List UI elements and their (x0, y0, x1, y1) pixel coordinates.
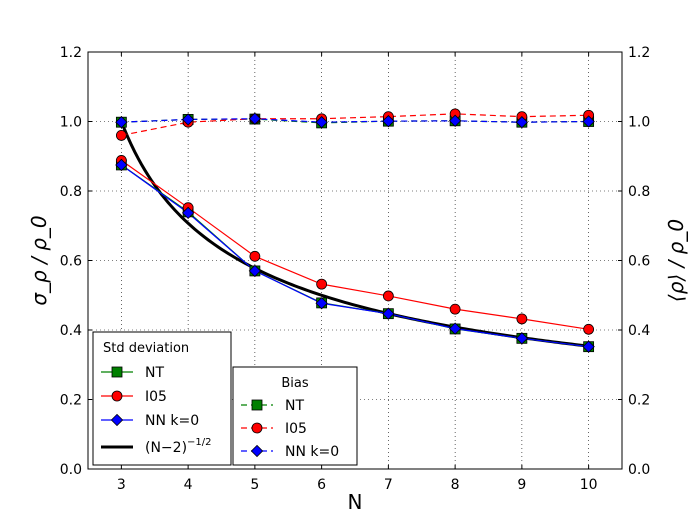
axis-label-group: Nσ_ρ / ρ_0 ⟨ρ⟩ / ρ_0 (27, 215, 688, 514)
bias-point-nn-k-0 (115, 116, 128, 129)
std-point-i05 (449, 303, 461, 315)
theory-curve (119, 120, 589, 348)
bias-line-nn-k-0 (121, 118, 589, 123)
legend-theory-base: (N−2) (145, 440, 187, 456)
theory-curve-group (119, 120, 589, 348)
legend-std-label-nn-k-0: NN k=0 (145, 413, 199, 429)
std-line-i05 (121, 159, 589, 330)
y-tick-label-left: 0.0 (60, 462, 82, 478)
x-tick-label: 10 (580, 477, 598, 493)
y-tick-label-left: 0.4 (60, 323, 82, 339)
bias-point-nn-k-0 (515, 116, 529, 129)
std-point-nn-k-0 (448, 322, 462, 335)
legend-std-marker-nn-k-0 (110, 413, 124, 427)
y-tick-label-right: 1.0 (628, 115, 650, 131)
std-point-i05 (583, 323, 595, 335)
legend-bias-marker-nt (251, 399, 263, 411)
legend-std-marker-nt (111, 366, 123, 378)
legend-std-label-i05: I05 (145, 389, 167, 405)
x-tick-label: 8 (451, 477, 460, 493)
x-tick-label: 4 (184, 477, 193, 493)
y-tick-label-right: 0.6 (628, 254, 650, 270)
bias-point-nn-k-0 (181, 113, 195, 126)
bias-point-nn-k-0 (315, 116, 328, 129)
bias-point-nn-k-0 (248, 112, 262, 125)
legend-theory-exponent: −1/2 (187, 437, 211, 448)
y-axis-label-right: ⟨ρ⟩ / ρ_0 (664, 219, 688, 302)
x-tick-label: 9 (517, 477, 526, 493)
std-point-i05 (516, 313, 528, 325)
std-point-i05 (382, 290, 394, 302)
series-group (115, 108, 595, 353)
y-tick-label-right: 0.4 (628, 323, 650, 339)
legend-bias-marker-nn-k-0 (250, 444, 264, 458)
bias-point-nn-k-0 (382, 114, 395, 128)
bias-point-nn-k-0 (448, 114, 462, 127)
legend-bias-title: Bias (281, 376, 308, 391)
legend-bias-label-nn-k-0: NN k=0 (285, 444, 339, 460)
y-axis-label-left: σ_ρ / ρ_0 (27, 215, 51, 305)
std-point-nn-k-0 (248, 264, 262, 278)
y-tick-label-right: 1.2 (628, 45, 650, 61)
y-tick-label-left: 0.8 (60, 184, 82, 200)
y-tick-label-left: 1.2 (60, 45, 82, 61)
std-point-nn-k-0 (115, 158, 128, 172)
y-tick-label-left: 1.0 (60, 115, 82, 131)
x-tick-label: 6 (317, 477, 326, 493)
std-point-nn-k-0 (582, 340, 595, 353)
std-point-nn-k-0 (315, 297, 328, 310)
std-point-i05 (249, 250, 261, 262)
bias-point-i05 (115, 129, 127, 141)
legend-std-marker-i05 (111, 390, 123, 402)
bias-line-i05 (121, 113, 589, 136)
y-tick-label-right: 0.0 (628, 462, 650, 478)
y-tick-label-right: 0.2 (628, 393, 650, 409)
legend-bias-marker-i05 (251, 422, 263, 434)
legend-bias-label-nt: NT (285, 398, 304, 414)
legend-group: Std deviation NT I05 NN k=0 (N−2)−1/2 Bias NT I… (92, 331, 358, 466)
std-point-i05 (316, 278, 328, 290)
x-tick-label: 5 (250, 477, 259, 493)
legend-theory-label: (N−2)−1/2 (145, 437, 212, 456)
y-tick-label-left: 0.2 (60, 393, 82, 409)
y-tick-label-right: 0.8 (628, 184, 650, 200)
std-line-nn-k-0 (121, 164, 589, 348)
std-point-nn-k-0 (382, 307, 395, 320)
legend-std-label-nt: NT (145, 365, 164, 381)
legend-std-title: Std deviation (103, 341, 189, 356)
y-tick-label-left: 0.6 (60, 254, 82, 270)
x-tick-label: 7 (384, 477, 393, 493)
x-tick-label: 3 (117, 477, 126, 493)
tick-group: 3 4 5 6 7 8 9 10 0.0 0.0 0.2 0.2 0.4 0.4 0.6 0.6 0.8 0.8 1… (60, 45, 651, 493)
std-point-nn-k-0 (515, 332, 529, 345)
std-point-nn-k-0 (181, 206, 195, 220)
legend-bias-label-i05: I05 (285, 421, 307, 437)
x-axis-label: N (348, 490, 363, 514)
bias-point-nn-k-0 (582, 115, 595, 128)
